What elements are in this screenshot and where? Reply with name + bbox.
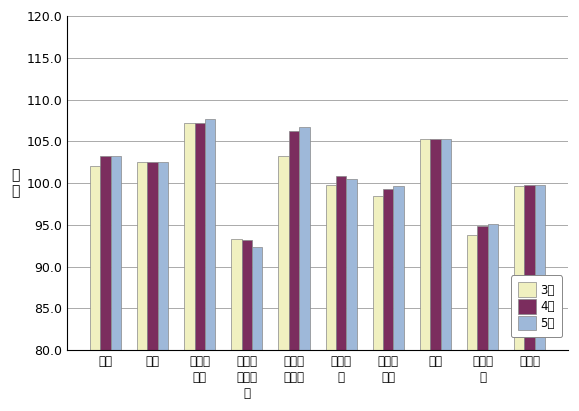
Bar: [241, 240, 252, 411]
Bar: [477, 226, 488, 411]
Bar: [393, 186, 404, 411]
Bar: [100, 156, 111, 411]
Bar: [514, 186, 525, 411]
Bar: [420, 139, 430, 411]
Bar: [441, 139, 451, 411]
Bar: [535, 185, 545, 411]
Bar: [231, 239, 241, 411]
Bar: [336, 175, 346, 411]
Bar: [278, 155, 289, 411]
Bar: [488, 224, 498, 411]
Bar: [346, 179, 357, 411]
Bar: [289, 131, 299, 411]
Bar: [157, 162, 168, 411]
Bar: [467, 235, 477, 411]
Bar: [184, 123, 195, 411]
Bar: [137, 162, 148, 411]
Bar: [525, 185, 535, 411]
Legend: 3月, 4月, 5月: 3月, 4月, 5月: [511, 275, 562, 337]
Bar: [252, 247, 262, 411]
Bar: [195, 123, 205, 411]
Bar: [111, 156, 121, 411]
Bar: [325, 185, 336, 411]
Bar: [299, 127, 310, 411]
Bar: [373, 196, 383, 411]
Y-axis label: 指
数: 指 数: [11, 168, 20, 198]
Bar: [205, 119, 215, 411]
Bar: [90, 166, 100, 411]
Bar: [148, 162, 157, 411]
Bar: [430, 139, 441, 411]
Bar: [383, 189, 393, 411]
